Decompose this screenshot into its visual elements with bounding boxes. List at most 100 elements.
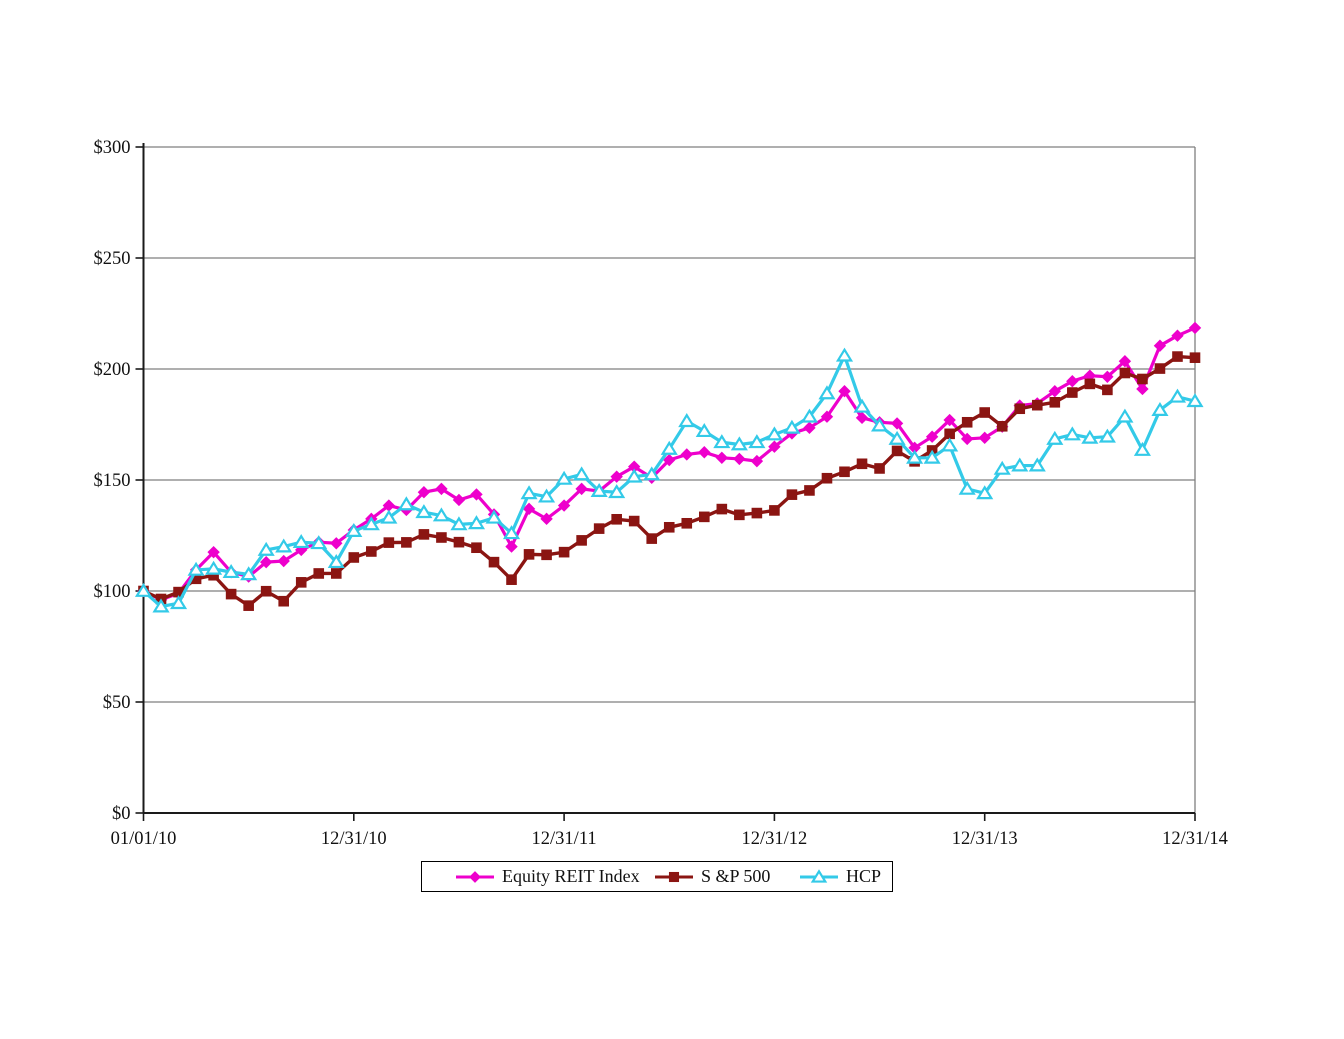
marker-triangle <box>835 347 854 362</box>
legend-label-sp500: S &P 500 <box>701 866 771 886</box>
marker-square <box>611 513 622 525</box>
marker-square <box>646 533 658 544</box>
marker-square <box>668 871 680 882</box>
marker-square <box>786 489 798 500</box>
marker-square <box>1049 397 1061 408</box>
marker-diamond <box>978 431 991 445</box>
marker-square <box>243 600 254 611</box>
marker-diamond <box>680 448 693 461</box>
marker-triangle <box>380 509 398 524</box>
marker-triangle <box>818 385 836 400</box>
marker-triangle <box>275 538 293 553</box>
marker-triangle <box>870 417 889 432</box>
marker-diamond <box>417 486 431 499</box>
legend-box: Equity REIT Index S &P 500 HCP <box>421 861 893 892</box>
marker-square <box>839 466 850 478</box>
marker-diamond <box>908 441 921 455</box>
marker-square <box>734 509 745 521</box>
marker-square <box>716 503 728 515</box>
marker-square <box>313 568 325 579</box>
marker-diamond <box>803 421 816 435</box>
legend-item-sp500: S &P 500 <box>654 862 770 891</box>
marker-square <box>558 546 570 558</box>
marker-triangle <box>345 522 363 537</box>
marker-square <box>961 416 973 428</box>
marker-triangle <box>555 470 573 485</box>
marker-diamond <box>522 502 536 516</box>
y-tick-label: $100 <box>94 582 131 602</box>
marker-diamond <box>925 430 939 443</box>
marker-square <box>681 517 693 529</box>
marker-diamond <box>838 385 851 398</box>
marker-triangle <box>748 434 766 449</box>
marker-triangle <box>205 560 223 575</box>
marker-triangle <box>1151 401 1169 416</box>
marker-square <box>260 585 272 597</box>
marker-square <box>506 574 517 585</box>
marker-diamond <box>452 493 466 507</box>
marker-square <box>1172 351 1183 362</box>
marker-diamond <box>750 454 764 468</box>
marker-square <box>225 588 237 600</box>
marker-diamond <box>1066 375 1079 388</box>
marker-square <box>663 521 675 533</box>
marker-diamond <box>470 488 483 501</box>
marker-diamond <box>1048 385 1061 398</box>
marker-square <box>208 569 219 581</box>
marker-triangle <box>783 419 801 434</box>
marker-diamond <box>715 451 729 464</box>
marker-diamond <box>698 446 711 459</box>
marker-diamond <box>628 460 641 473</box>
marker-triangle <box>800 408 819 423</box>
marker-triangle <box>134 582 153 597</box>
marker-triangle <box>152 598 170 613</box>
marker-diamond <box>610 470 623 483</box>
marker-diamond <box>259 555 273 569</box>
marker-triangle <box>993 460 1011 475</box>
y-tick-label: $50 <box>103 693 131 713</box>
marker-diamond <box>768 440 781 453</box>
marker-square <box>1084 378 1096 390</box>
marker-triangle <box>240 566 258 581</box>
marker-diamond <box>855 411 869 425</box>
marker-diamond <box>1153 339 1167 352</box>
marker-triangle <box>625 468 643 483</box>
marker-square <box>979 407 990 418</box>
marker-square <box>1137 373 1148 385</box>
marker-diamond <box>575 482 588 496</box>
marker-square <box>891 445 903 457</box>
marker-triangle <box>590 482 608 497</box>
marker-square <box>856 458 868 470</box>
marker-triangle <box>1116 408 1134 423</box>
marker-triangle <box>713 434 731 449</box>
marker-square <box>996 420 1008 432</box>
marker-triangle <box>906 449 924 464</box>
marker-square <box>348 552 360 563</box>
marker-triangle <box>1168 388 1187 403</box>
marker-triangle <box>1081 429 1099 444</box>
marker-diamond <box>382 499 396 512</box>
marker-triangle <box>257 541 275 556</box>
x-tick-label: 12/31/10 <box>321 829 387 849</box>
marker-triangle <box>853 398 871 413</box>
marker-square <box>173 586 184 598</box>
sp500-line-sample-icon <box>655 871 693 882</box>
marker-triangle <box>810 868 828 883</box>
marker-square <box>1189 352 1201 363</box>
marker-triangle <box>1028 457 1046 472</box>
marker-diamond <box>1188 321 1202 335</box>
marker-diamond <box>733 452 746 466</box>
marker-triangle <box>643 466 661 481</box>
marker-square <box>1067 387 1078 398</box>
marker-square <box>1014 403 1026 415</box>
marker-triangle <box>1011 457 1029 472</box>
marker-triangle <box>397 496 415 511</box>
marker-square <box>488 556 500 568</box>
marker-square <box>699 511 710 523</box>
marker-diamond <box>330 537 343 550</box>
x-tick-label: 12/31/11 <box>532 829 597 849</box>
x-tick-label: 12/31/12 <box>742 829 808 849</box>
marker-triangle <box>608 484 626 499</box>
